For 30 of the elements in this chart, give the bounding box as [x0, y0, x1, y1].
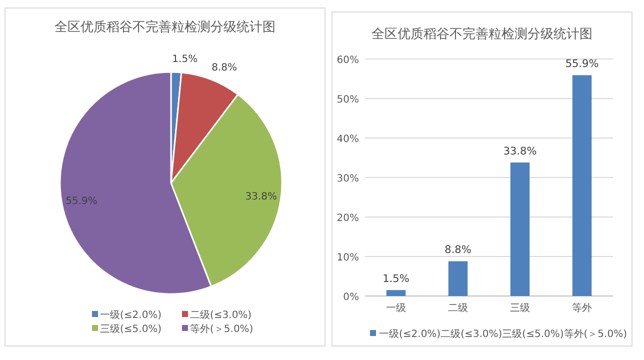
data-label: 55.9%: [66, 196, 98, 207]
data-label: 55.9%: [565, 58, 599, 70]
legend-label: 二级(≤3.0%): [190, 309, 252, 321]
chart-title: 全区优质稻谷不完善粒检测分级统计图: [54, 19, 276, 35]
x-tick-label: 二级: [448, 302, 468, 314]
x-tick-label: 等外: [572, 302, 592, 314]
data-label: 1.5%: [382, 273, 410, 286]
legend-label: 一级(≤2.0%)二级(≤3.0%)三级(≤5.0%)等外(＞5.0%): [379, 328, 628, 340]
data-label: 8.8%: [212, 62, 237, 74]
data-label: 1.5%: [172, 54, 198, 66]
legend-label: 一级(≤2.0%): [100, 309, 162, 321]
y-tick-label: 20%: [336, 213, 359, 224]
bar: [572, 75, 592, 296]
x-tick-label: 三级: [510, 302, 530, 314]
data-label: 33.8%: [503, 145, 537, 158]
y-tick-label: 40%: [336, 134, 359, 145]
bar: [510, 162, 530, 296]
legend-label: 等外(＞5.0%): [190, 323, 254, 335]
data-label: 33.8%: [245, 192, 278, 203]
bar: [448, 261, 468, 296]
data-label: 8.8%: [444, 244, 472, 256]
y-tick-label: 0%: [343, 292, 359, 303]
chart-title: 全区优质稻谷不完善粒检测分级统计图: [372, 26, 592, 42]
x-tick-label: 一级: [386, 302, 406, 314]
y-tick-label: 30%: [336, 174, 359, 184]
y-tick-label: 10%: [336, 252, 359, 264]
y-tick-label: 60%: [336, 55, 359, 66]
y-tick-label: 50%: [336, 94, 359, 106]
legend-label: 三级(≤5.0%): [100, 323, 162, 335]
bar: [386, 290, 406, 296]
